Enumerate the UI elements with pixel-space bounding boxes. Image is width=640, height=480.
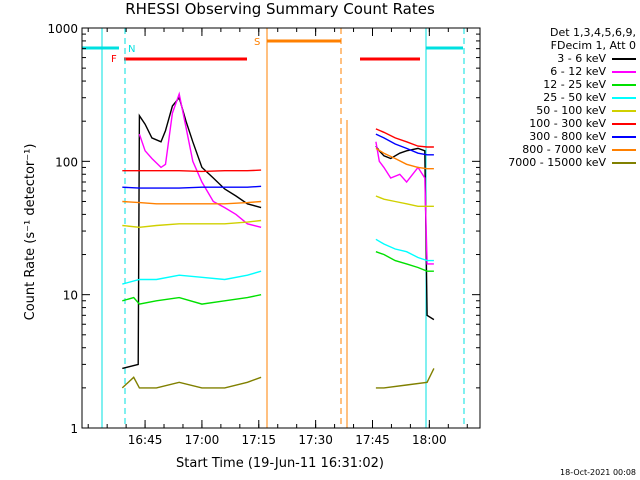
series-line-3 bbox=[375, 251, 434, 272]
annotation-label-n: N bbox=[128, 44, 135, 55]
y-tick-label: 1 bbox=[70, 422, 78, 436]
legend-swatch bbox=[612, 70, 636, 73]
series-line-8 bbox=[375, 147, 434, 170]
x-axis-label: Start Time (19-Jun-11 16:31:02) bbox=[176, 456, 384, 471]
legend: Det 1,3,4,5,6,9, FDecim 1, Att 0 3 - 6 k… bbox=[488, 26, 636, 169]
annotations: NF S bbox=[111, 37, 260, 65]
legend-label: 800 - 7000 keV bbox=[522, 143, 606, 156]
annotation-label-s: S bbox=[254, 37, 260, 48]
legend-entry: 50 - 100 keV bbox=[488, 104, 636, 117]
x-tick-label: 17:00 bbox=[185, 433, 220, 447]
legend-label: 3 - 6 keV bbox=[557, 52, 606, 65]
legend-entry: 7000 - 15000 keV bbox=[488, 156, 636, 169]
series-line-9 bbox=[375, 368, 435, 389]
series-line-2 bbox=[375, 141, 434, 265]
series-line-1 bbox=[122, 96, 262, 370]
legend-swatch bbox=[612, 109, 636, 112]
y-tick-label: 1000 bbox=[47, 22, 78, 36]
x-tick-label: 17:15 bbox=[241, 433, 276, 447]
series-line-7 bbox=[375, 133, 434, 156]
series-line-1 bbox=[375, 145, 435, 321]
series-line-2 bbox=[138, 91, 262, 228]
legend-entry: 3 - 6 keV bbox=[488, 52, 636, 65]
series-line-5 bbox=[375, 195, 434, 207]
legend-swatch bbox=[612, 148, 636, 151]
x-tick-label: 18:00 bbox=[412, 433, 447, 447]
y-tick-label: 10 bbox=[63, 289, 78, 303]
legend-label: 12 - 25 keV bbox=[543, 78, 606, 91]
series-line-9 bbox=[121, 376, 262, 389]
chart-title: RHESSI Observing Summary Count Rates bbox=[125, 0, 435, 18]
legend-label: 25 - 50 keV bbox=[543, 91, 606, 104]
series-line-6 bbox=[375, 128, 434, 148]
state-vertical-lines bbox=[101, 28, 465, 428]
legend-swatch bbox=[612, 135, 636, 138]
legend-label: 50 - 100 keV bbox=[536, 104, 606, 117]
series-line-6 bbox=[122, 169, 262, 173]
series-line-8 bbox=[122, 200, 262, 205]
y-tick-label: 100 bbox=[55, 155, 78, 169]
y-axis-label: Count Rate (s⁻¹ detector⁻¹) bbox=[23, 144, 38, 321]
axes: 1 10 100 1000 16:45 17:00 17:15 17:30 17:45 18:00 bbox=[47, 22, 480, 447]
series-line-3 bbox=[122, 294, 262, 305]
legend-entries: 3 - 6 keV 6 - 12 keV 12 - 25 keV 25 - 50 ke… bbox=[488, 52, 636, 169]
legend-swatch bbox=[612, 161, 636, 164]
series-line-4 bbox=[122, 270, 262, 285]
legend-header-2: FDecim 1, Att 0 bbox=[550, 39, 636, 52]
series-line-4 bbox=[375, 238, 434, 262]
legend-entry: 100 - 300 keV bbox=[488, 117, 636, 130]
legend-header-1: Det 1,3,4,5,6,9, bbox=[549, 26, 636, 39]
legend-entry: 800 - 7000 keV bbox=[488, 143, 636, 156]
legend-entry: 6 - 12 keV bbox=[488, 65, 636, 78]
plot-frame bbox=[81, 27, 481, 429]
x-tick-label: 17:30 bbox=[298, 433, 333, 447]
series-line-5 bbox=[122, 219, 262, 229]
legend-entry: 25 - 50 keV bbox=[488, 91, 636, 104]
x-tick-label: 16:45 bbox=[128, 433, 163, 447]
legend-entry: 12 - 25 keV bbox=[488, 78, 636, 91]
series-line-7 bbox=[122, 185, 262, 189]
legend-swatch bbox=[612, 57, 636, 60]
legend-swatch bbox=[612, 122, 636, 125]
x-tick-label: 17:45 bbox=[355, 433, 390, 447]
legend-label: 300 - 800 keV bbox=[529, 130, 606, 143]
legend-swatch bbox=[612, 96, 636, 99]
legend-label: 6 - 12 keV bbox=[550, 65, 606, 78]
legend-label: 7000 - 15000 keV bbox=[508, 156, 606, 169]
series-lines bbox=[121, 91, 435, 389]
legend-label: 100 - 300 keV bbox=[529, 117, 606, 130]
legend-entry: 300 - 800 keV bbox=[488, 130, 636, 143]
annotation-label-f: F bbox=[111, 54, 117, 65]
state-bars bbox=[82, 39, 463, 61]
legend-swatch bbox=[612, 83, 636, 86]
generation-timestamp: 18-Oct-2021 00:08 bbox=[560, 468, 636, 477]
